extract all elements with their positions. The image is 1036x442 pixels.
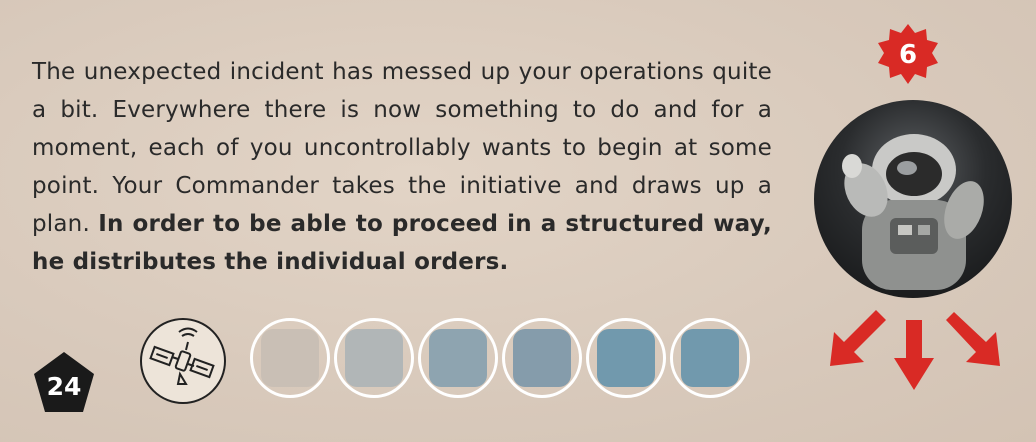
order-slot — [502, 318, 582, 398]
order-slot-fill — [681, 329, 739, 387]
satellite-badge — [140, 318, 226, 404]
order-slot-fill — [261, 329, 319, 387]
order-slot — [334, 318, 414, 398]
level-badge: 6 — [876, 24, 940, 86]
astronaut-icon — [814, 100, 1012, 298]
order-slot — [250, 318, 330, 398]
order-slot — [418, 318, 498, 398]
story-bold-text: In order to be able to proceed in a stru… — [32, 211, 772, 275]
astronaut-portrait — [814, 100, 1012, 298]
card-number: 24 — [34, 360, 94, 412]
order-slot-fill — [345, 329, 403, 387]
order-slot-fill — [597, 329, 655, 387]
card-number-badge: 24 — [34, 352, 94, 412]
order-slot — [670, 318, 750, 398]
order-slot-fill — [429, 329, 487, 387]
direction-arrows — [826, 300, 1006, 400]
order-slots — [250, 318, 750, 398]
satellite-icon — [142, 320, 224, 402]
order-slot — [586, 318, 666, 398]
level-number: 6 — [876, 24, 940, 86]
story-text: The unexpected incident has messed up yo… — [32, 53, 772, 281]
down-arrow-icon — [826, 300, 1006, 400]
order-slot-fill — [513, 329, 571, 387]
